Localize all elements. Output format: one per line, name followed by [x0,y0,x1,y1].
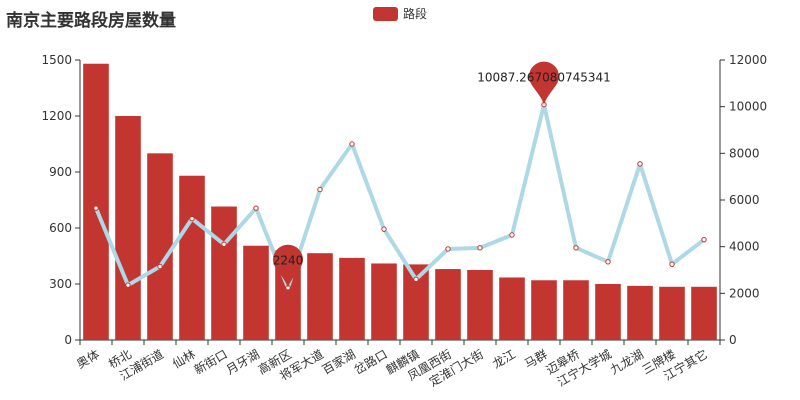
line-point [349,141,355,147]
right-axis-tick-label: 8000 [729,146,760,160]
bar [179,175,205,340]
bar [243,245,269,340]
legend-label: 路段 [403,7,428,21]
line-point [701,236,707,243]
bar [115,116,141,340]
line-point [381,226,387,232]
left-axis-tick-label: 1200 [41,109,72,123]
left-axis-tick-label: 300 [49,277,72,291]
line-point [445,246,451,252]
line-point [509,232,515,238]
line-point [157,263,163,270]
line-point [413,276,419,283]
line-point [317,186,323,193]
line-point [253,205,259,211]
left-axis-tick-label: 1500 [41,53,72,67]
category-label: 岔路口 [351,346,390,377]
bar [371,263,397,340]
line-point [573,245,579,251]
max-pin [529,61,559,105]
category-label: 龙江 [490,347,518,371]
category-label: 新街口 [191,346,230,377]
line-point [125,282,131,288]
right-axis-tick-label: 12000 [729,53,767,67]
bar [147,153,173,340]
bar [339,257,365,340]
category-label: 月牙湖 [223,346,262,377]
bar [467,270,493,340]
bar [531,280,557,340]
category-label: 奥体 [74,347,102,371]
line-point [605,259,611,265]
bar [499,277,525,340]
bar [307,253,333,340]
bar [435,269,461,340]
bar [211,206,237,340]
bar [691,286,717,340]
legend-swatch [373,6,398,21]
bar [627,285,653,340]
line-series [94,102,706,290]
min-pin-label: 2240 [273,254,304,268]
left-axis-tick-label: 0 [64,333,72,347]
max-pin-label: 10087.267080745341 [477,71,611,85]
left-axis-tick-label: 600 [49,221,72,235]
category-label: 百家湖 [319,346,358,377]
legend[interactable]: 路段 [373,5,427,22]
bar [83,63,109,340]
line-point [93,205,99,211]
line-point [189,215,195,222]
right-axis-tick-label: 2000 [729,286,760,300]
bar [659,286,685,340]
right-axis-tick-label: 0 [729,333,737,347]
category-label: 九龙湖 [607,346,646,377]
line-point [637,161,643,167]
right-axis-tick-label: 10000 [729,100,767,114]
line-point [477,245,483,251]
chart-title: 南京主要路段房屋数量 [6,11,176,31]
right-axis-tick-label: 6000 [729,193,760,207]
bar [563,280,589,340]
line-point [669,261,675,267]
min-pin [273,244,303,288]
bar [595,284,621,340]
line-point [221,241,227,248]
right-axis-tick-label: 4000 [729,240,760,254]
left-axis-tick-label: 900 [49,165,72,179]
